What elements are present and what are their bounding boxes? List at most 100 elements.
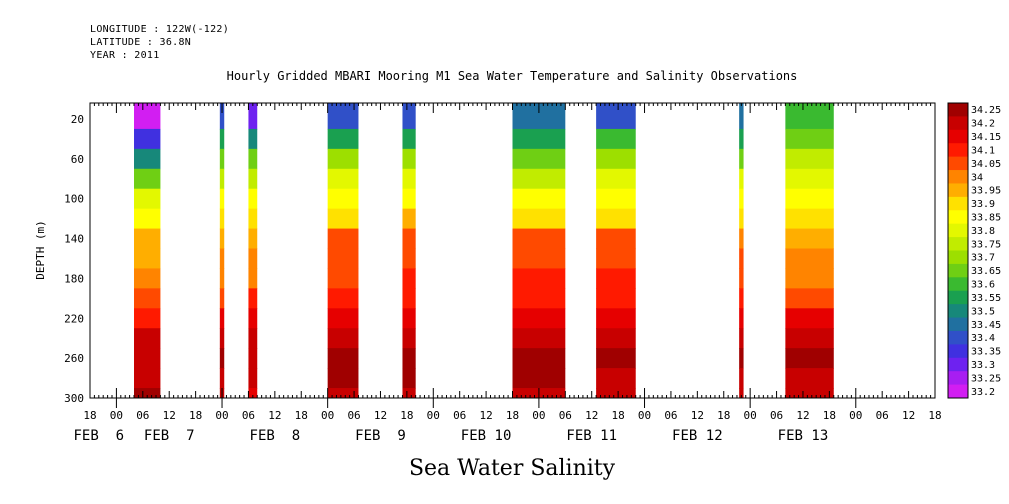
heatmap-cell: [327, 288, 359, 309]
y-axis-label: DEPTH (m): [34, 220, 47, 280]
heatmap-segment: [219, 103, 225, 398]
heatmap-cell: [785, 103, 834, 130]
heatmap-cell: [739, 248, 744, 270]
heatmap-cell: [402, 368, 416, 389]
heatmap-cell: [785, 228, 834, 250]
x-hour-label: 18: [295, 409, 308, 422]
colorbar-swatch: [948, 170, 968, 184]
heatmap-cell: [785, 248, 834, 270]
x-hour-label: 06: [453, 409, 466, 422]
heatmap-cell: [739, 328, 744, 349]
colorbar-label: 34.2: [971, 119, 995, 130]
heatmap-cell: [512, 268, 566, 289]
heatmap-cell: [248, 228, 258, 250]
heatmap-cell: [785, 208, 834, 230]
colorbar: 34.25 34.2 34.15 34.1 34.05 34 33.95 33.9 33.85 3…: [947, 102, 1001, 399]
y-tick-label: 140: [64, 233, 84, 246]
heatmap-cell: [596, 348, 636, 369]
heatmap-segment: [512, 103, 566, 398]
heatmap-cell: [327, 208, 359, 230]
heatmap-cell: [785, 348, 834, 369]
colorbar-label: 33.35: [971, 347, 1001, 358]
heatmap-cell: [739, 128, 744, 150]
colorbar-label: 34.1: [971, 145, 995, 156]
heatmap-cell: [402, 328, 416, 349]
heatmap-cell: [327, 388, 359, 398]
year-label: YEAR : 2011: [90, 50, 160, 61]
heatmap-cell: [596, 148, 636, 170]
x-hour-label: 12: [374, 409, 387, 422]
heatmap-cell: [134, 288, 161, 309]
heatmap-cell: [402, 288, 416, 309]
colorbar-label: 33.65: [971, 266, 1001, 277]
colorbar-swatch: [948, 156, 968, 171]
heatmap-cell: [219, 248, 225, 270]
x-date-label: FEB 11: [566, 428, 617, 444]
y-tick-label: 300: [64, 392, 84, 405]
colorbar-swatch: [948, 223, 968, 238]
heatmap-cell: [512, 188, 566, 210]
heatmap-cell: [739, 168, 744, 190]
heatmap-cell: [248, 168, 258, 190]
x-date-label: FEB 6: [74, 428, 125, 444]
heatmap-cell: [785, 188, 834, 210]
x-hour-label: 00: [321, 409, 334, 422]
x-hour-label: 06: [876, 409, 889, 422]
y-tick-label: 20: [71, 113, 84, 126]
heatmap-cell: [219, 288, 225, 309]
heatmap-cell: [219, 103, 225, 130]
colorbar-swatch: [948, 277, 968, 292]
longitude-label: LONGITUDE : 122W(-122): [90, 24, 230, 35]
colorbar-swatch: [948, 210, 968, 225]
heatmap-cell: [219, 128, 225, 150]
heatmap-cell: [134, 103, 161, 130]
heatmap-cell: [596, 268, 636, 289]
heatmap-cell: [739, 368, 744, 389]
colorbar-label: 33.2: [971, 387, 995, 398]
x-hour-label: 06: [347, 409, 360, 422]
heatmap-cell: [327, 168, 359, 190]
x-hour-label: 00: [427, 409, 440, 422]
x-hour-label: 18: [928, 409, 941, 422]
heatmap-cell: [134, 308, 161, 329]
heatmap-cell: [219, 168, 225, 190]
colorbar-label: 33.5: [971, 306, 995, 317]
heatmap-cell: [512, 288, 566, 309]
y-tick-label: 100: [64, 193, 84, 206]
colorbar-label: 34.05: [971, 159, 1001, 170]
colorbar-frame: [947, 102, 969, 399]
heatmap-cell: [596, 388, 636, 398]
x-hour-label: 06: [770, 409, 783, 422]
heatmap-cell: [219, 208, 225, 230]
heatmap-cell: [134, 388, 161, 398]
colorbar-label: 33.8: [971, 226, 995, 237]
colorbar-swatch: [948, 143, 968, 158]
heatmap-cell: [248, 288, 258, 309]
heatmap-cell: [402, 128, 416, 150]
heatmap-cell: [134, 248, 161, 270]
heatmap-cell: [512, 168, 566, 190]
x-hour-label: 18: [717, 409, 730, 422]
heatmap-cell: [739, 308, 744, 329]
colorbar-label: 33.55: [971, 293, 1001, 304]
heatmap-cell: [134, 128, 161, 150]
colorbar-label: 33.45: [971, 320, 1001, 331]
heatmap-cell: [512, 228, 566, 250]
x-hour-label: 12: [479, 409, 492, 422]
heatmap-cell: [739, 348, 744, 369]
colorbar-swatch: [948, 371, 968, 386]
heatmap-cell: [596, 103, 636, 130]
heatmap-cell: [785, 308, 834, 329]
heatmap-cell: [512, 328, 566, 349]
heatmap-segment: [248, 103, 258, 398]
heatmap-cell: [596, 208, 636, 230]
heatmap-cell: [219, 328, 225, 349]
x-hour-label: 18: [189, 409, 202, 422]
heatmap-cell: [219, 308, 225, 329]
colorbar-label: 33.3: [971, 360, 995, 371]
heatmap-segment: [785, 103, 834, 398]
heatmap-cell: [596, 368, 636, 389]
colorbar-label: 33.4: [971, 333, 995, 344]
x-hour-label: 18: [506, 409, 519, 422]
heatmap-cell: [327, 188, 359, 210]
